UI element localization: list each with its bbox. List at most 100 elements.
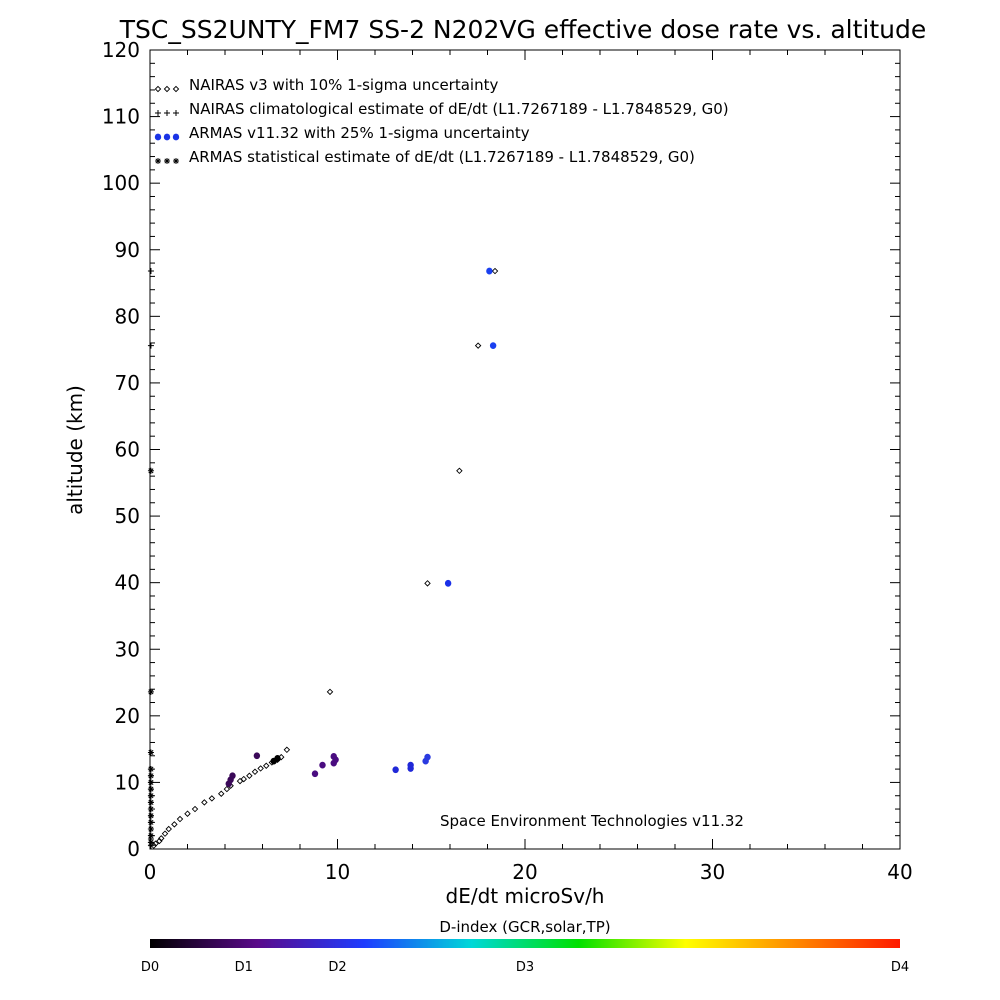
y-tick-label: 30 (115, 637, 140, 661)
data-points (147, 267, 499, 849)
data-point-asterisk (147, 819, 154, 826)
data-point-diamond (191, 805, 199, 813)
data-point-diamond (491, 267, 499, 275)
colorbar-label: D0 (141, 960, 159, 975)
data-point-diamond (218, 790, 225, 797)
annotation: Space Environment Technologies v11.32 (440, 812, 744, 830)
colorbar-title: D-index (GCR,solar,TP) (439, 918, 610, 936)
data-point-filled-circle (274, 755, 281, 762)
data-point-diamond (161, 830, 169, 837)
legend-marker-asterisk (155, 158, 161, 164)
x-tick-label: 10 (325, 860, 350, 884)
data-point-asterisk (147, 779, 154, 786)
data-point-diamond (184, 810, 191, 817)
data-point-diamond (156, 837, 163, 845)
y-tick-label: 80 (115, 304, 140, 328)
data-point-diamond (283, 746, 291, 754)
y-axis-label: altitude (km) (63, 385, 87, 515)
legend-marker-asterisk (173, 158, 179, 164)
y-axis: 0 10 20 30 40 50 60 70 80 90 100 110 120 (102, 38, 900, 861)
data-point-filled-circle (489, 342, 497, 350)
data-point-asterisk (147, 688, 154, 695)
colorbar-label: D3 (516, 960, 534, 975)
data-point-filled-circle (486, 267, 493, 275)
data-point-diamond (251, 768, 259, 775)
legend-label: NAIRAS v3 with 10% 1-sigma uncertainty (189, 76, 498, 94)
data-point-asterisk (147, 786, 154, 793)
data-point-diamond (240, 775, 247, 783)
legend-marker-filled-circle (163, 133, 171, 141)
y-tick-label: 70 (115, 371, 140, 395)
data-point-asterisk (147, 772, 154, 779)
data-point-asterisk (147, 766, 154, 773)
colorbar (150, 939, 900, 948)
legend-marker-plus (173, 110, 179, 116)
data-point-filled-circle (407, 761, 414, 769)
y-tick-label: 40 (115, 571, 140, 595)
data-point-diamond (150, 842, 157, 849)
data-point-diamond (165, 825, 172, 833)
data-point-filled-circle (330, 753, 337, 760)
legend-label: NAIRAS climatological estimate of dE/dt … (189, 100, 729, 118)
data-point-filled-circle (319, 761, 326, 769)
data-point-diamond (158, 835, 165, 842)
data-point-asterisk (147, 467, 154, 474)
data-point-filled-circle (444, 579, 452, 587)
data-point-filled-circle (392, 766, 399, 774)
legend-label: ARMAS statistical estimate of dE/dt (L1.… (189, 148, 695, 166)
data-point-asterisk (147, 839, 154, 846)
data-point-asterisk (147, 812, 154, 819)
y-tick-label: 60 (115, 438, 140, 462)
data-point-diamond (176, 815, 184, 823)
legend-marker-diamond (163, 85, 171, 93)
data-point-filled-circle (253, 752, 261, 760)
data-point-diamond (326, 688, 334, 696)
chart-title: TSC_SS2UNTY_FM7 SS-2 N202VG effective do… (119, 15, 927, 44)
y-tick-label: 50 (115, 504, 140, 528)
legend-marker-plus (164, 110, 170, 116)
y-tick-label: 0 (127, 837, 140, 861)
data-point-asterisk (147, 826, 154, 833)
y-tick-label: 120 (102, 38, 140, 62)
legend-marker-filled-circle (172, 133, 180, 141)
x-axis: 0 10 20 30 40 (144, 50, 913, 884)
data-point-diamond (263, 762, 270, 770)
colorbar-label: D1 (235, 960, 253, 975)
x-tick-label: 0 (144, 860, 157, 884)
data-point-diamond (246, 772, 253, 779)
y-tick-label: 110 (102, 105, 140, 129)
x-tick-label: 40 (887, 860, 912, 884)
data-point-diamond (223, 785, 231, 793)
legend-label: ARMAS v11.32 with 25% 1-sigma uncertaint… (189, 124, 530, 142)
data-point-diamond (456, 467, 463, 475)
legend-marker-diamond (154, 85, 162, 93)
y-tick-label: 10 (115, 770, 140, 794)
colorbar-label: D2 (328, 960, 346, 975)
plot-area (149, 49, 901, 850)
data-point-plus (147, 342, 154, 349)
data-point-diamond (171, 821, 178, 828)
data-point-filled-circle (311, 770, 319, 778)
x-axis-label: dE/dt microSv/h (446, 884, 605, 908)
data-point-asterisk (147, 832, 154, 839)
legend-marker-filled-circle (154, 133, 162, 141)
data-point-diamond (474, 342, 482, 349)
legend-marker-plus (155, 110, 161, 116)
x-tick-label: 30 (700, 860, 725, 884)
data-point-asterisk (147, 792, 154, 799)
data-point-asterisk (147, 799, 154, 806)
y-tick-label: 20 (115, 704, 140, 728)
x-tick-label: 20 (512, 860, 537, 884)
data-point-filled-circle (424, 753, 431, 761)
data-point-diamond (424, 580, 431, 587)
data-point-filled-circle (229, 772, 236, 780)
data-point-plus (147, 268, 154, 275)
y-tick-label: 100 (102, 171, 140, 195)
legend-marker-diamond (172, 85, 180, 93)
data-point-diamond (201, 799, 208, 806)
colorbar-label: D4 (891, 960, 909, 975)
data-point-diamond (257, 765, 264, 772)
legend: NAIRAS v3 with 10% 1-sigma uncertainty NA… (154, 76, 729, 166)
y-tick-label: 90 (115, 238, 140, 262)
